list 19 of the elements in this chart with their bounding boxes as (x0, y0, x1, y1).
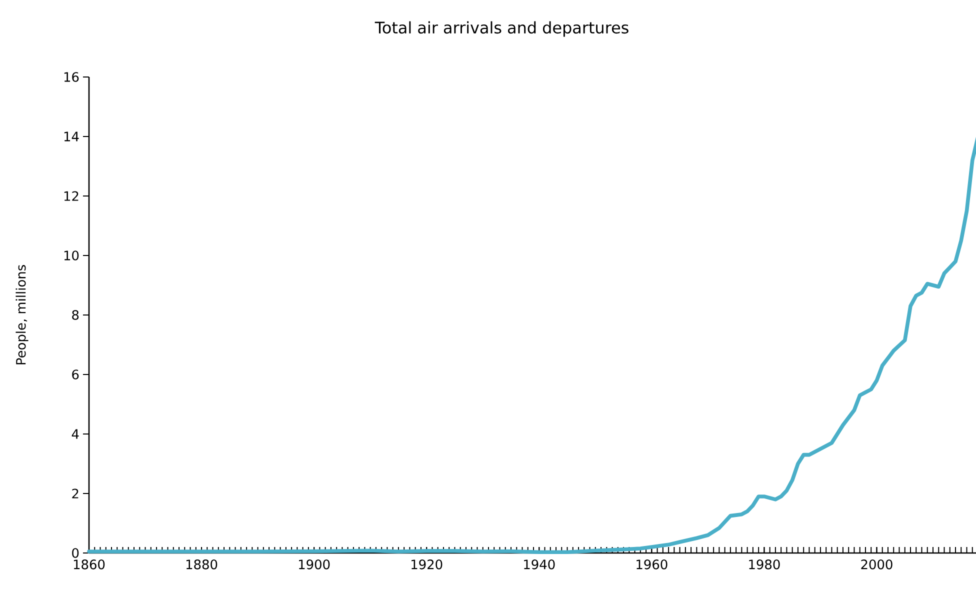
y-tick-label: 8 (72, 310, 79, 320)
x-tick-label: 1860 (74, 560, 105, 570)
x-tick-label: 1900 (299, 560, 330, 570)
y-tick-label: 14 (64, 132, 79, 142)
x-tick-label: 1960 (636, 560, 668, 570)
x-tick-label: 2000 (861, 560, 892, 570)
chart-title: Total air arrivals and departures (374, 21, 628, 37)
y-tick-label: 2 (72, 488, 78, 498)
y-axis-title: People, millions (16, 265, 28, 364)
x-tick-label: 1920 (412, 560, 442, 570)
y-tick-label: 10 (64, 250, 79, 260)
y-tick-label: 4 (72, 429, 79, 439)
x-tick-label: 1880 (186, 560, 218, 570)
y-tick-label: 6 (72, 370, 79, 380)
y-tick-label: 16 (64, 72, 79, 82)
x-tick-label: 1940 (524, 560, 555, 570)
x-tick-label: 1980 (749, 560, 780, 570)
y-tick-label: 0 (72, 548, 79, 558)
y-tick-label: 12 (64, 191, 78, 201)
